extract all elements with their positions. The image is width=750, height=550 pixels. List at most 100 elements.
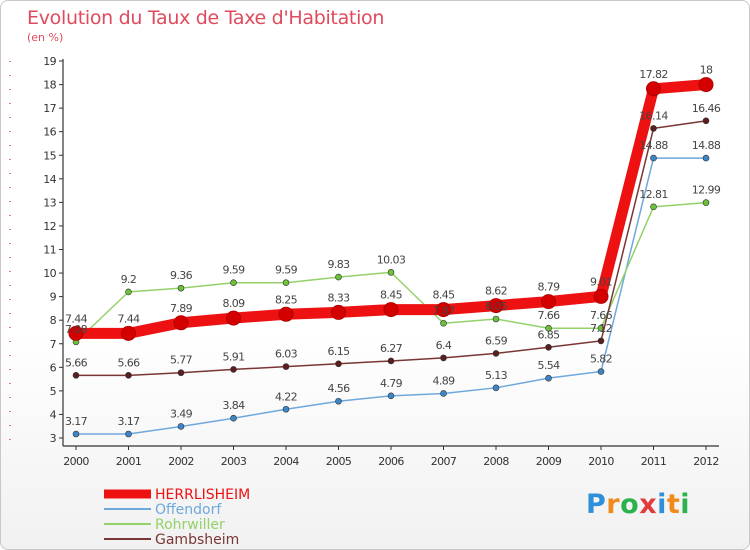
chart-title: Evolution du Taux de Taxe d'Habitation bbox=[27, 7, 385, 29]
data-point-herrlisheim bbox=[68, 325, 84, 341]
data-point-rohrwiller bbox=[282, 279, 290, 287]
data-point-gambsheim bbox=[492, 350, 500, 357]
data-label-herrlisheim: 8.33 bbox=[327, 291, 350, 304]
data-point-herrlisheim bbox=[383, 302, 399, 318]
data-label-gambsheim: 16.14 bbox=[639, 109, 668, 122]
data-label-herrlisheim: 8.45 bbox=[380, 289, 403, 302]
y-tick-label: 13 bbox=[43, 196, 56, 209]
data-label-offendorf: 4.89 bbox=[432, 374, 455, 387]
data-label-herrlisheim: 7.44 bbox=[65, 312, 88, 325]
data-label-rohrwiller: 9.36 bbox=[170, 269, 193, 282]
data-point-offendorf bbox=[440, 390, 447, 397]
data-point-rohrwiller bbox=[650, 203, 657, 211]
x-tick-label: 2003 bbox=[221, 455, 247, 468]
data-point-rohrwiller bbox=[545, 324, 552, 332]
data-point-offendorf bbox=[125, 430, 132, 438]
data-point-gambsheim bbox=[230, 366, 237, 373]
data-label-gambsheim: 7.12 bbox=[590, 322, 612, 335]
data-label-rohrwiller: 9.59 bbox=[222, 264, 245, 277]
data-point-herrlisheim bbox=[278, 306, 294, 322]
x-tick-label: 2001 bbox=[116, 455, 142, 468]
logo-letter: t bbox=[666, 489, 681, 520]
data-label-gambsheim: 6.03 bbox=[275, 348, 298, 361]
data-point-gambsheim bbox=[282, 363, 290, 370]
x-tick-label: 2004 bbox=[273, 455, 299, 468]
data-point-gambsheim bbox=[545, 343, 552, 351]
data-label-offendorf: 4.22 bbox=[275, 390, 297, 403]
data-label-offendorf: 5.54 bbox=[537, 359, 560, 372]
data-label-herrlisheim: 8.62 bbox=[485, 285, 507, 298]
data-label-gambsheim: 5.66 bbox=[65, 356, 88, 369]
data-label-gambsheim: 6.15 bbox=[327, 345, 350, 358]
data-point-gambsheim bbox=[650, 125, 657, 132]
data-point-gambsheim bbox=[387, 357, 395, 365]
data-label-offendorf: 3.49 bbox=[170, 407, 193, 420]
data-point-rohrwiller bbox=[492, 315, 500, 323]
y-tick-label: 11 bbox=[43, 244, 56, 257]
data-point-herrlisheim bbox=[593, 288, 609, 304]
y-tick-label: 12 bbox=[43, 220, 56, 233]
y-tick-label: 17 bbox=[43, 102, 56, 115]
y-tick-label: 15 bbox=[43, 149, 56, 162]
logo-letter: i bbox=[657, 489, 667, 520]
data-label-gambsheim: 5.77 bbox=[170, 354, 193, 367]
data-point-offendorf bbox=[177, 423, 185, 430]
x-tick-label: 2012 bbox=[693, 455, 719, 468]
data-point-rohrwiller bbox=[230, 279, 237, 287]
data-point-gambsheim bbox=[125, 372, 132, 379]
y-tick-label: 3 bbox=[50, 432, 57, 445]
data-label-gambsheim: 6.59 bbox=[485, 334, 508, 347]
data-label-gambsheim: 5.91 bbox=[222, 350, 244, 363]
x-tick-label: 2011 bbox=[641, 455, 667, 468]
data-point-gambsheim bbox=[335, 360, 342, 368]
y-tick-label: 4 bbox=[50, 408, 57, 421]
data-label-offendorf: 3.17 bbox=[117, 415, 140, 428]
proxiti-logo: Proxiti bbox=[586, 489, 690, 520]
data-label-gambsheim: 6.27 bbox=[380, 342, 403, 355]
legend-label-offendorf: Offendorf bbox=[155, 502, 222, 518]
data-point-offendorf bbox=[72, 430, 80, 438]
y-tick-label: 10 bbox=[43, 267, 56, 280]
data-label-rohrwiller: 7.66 bbox=[590, 309, 613, 322]
data-point-offendorf bbox=[282, 405, 290, 413]
data-label-gambsheim: 6.85 bbox=[537, 328, 560, 341]
data-point-rohrwiller bbox=[125, 288, 132, 296]
y-tick-label: 16 bbox=[43, 126, 56, 139]
data-point-rohrwiller bbox=[387, 269, 395, 276]
legend-label-rohrwiller: Rohrwiller bbox=[155, 517, 225, 533]
data-label-offendorf: 5.13 bbox=[485, 369, 508, 382]
logo-letter: x bbox=[639, 489, 658, 520]
data-label-offendorf: 4.79 bbox=[380, 377, 403, 390]
data-point-herrlisheim bbox=[173, 315, 189, 331]
data-point-rohrwiller bbox=[440, 319, 447, 327]
data-label-rohrwiller: 10.03 bbox=[377, 253, 406, 266]
y-tick-label: 18 bbox=[43, 79, 56, 92]
data-point-rohrwiller bbox=[335, 273, 342, 281]
logo-letter: i bbox=[680, 489, 691, 520]
data-point-gambsheim bbox=[177, 369, 185, 377]
data-label-rohrwiller: 9.83 bbox=[327, 258, 350, 271]
data-point-herrlisheim bbox=[698, 77, 714, 93]
x-tick-label: 2000 bbox=[63, 455, 89, 468]
x-tick-label: 2009 bbox=[536, 455, 562, 468]
legend-label-gambsheim: Gambsheim bbox=[155, 532, 239, 548]
data-label-offendorf: 5.82 bbox=[590, 353, 612, 366]
data-label-rohrwiller: 8.05 bbox=[485, 300, 508, 313]
x-tick-label: 2006 bbox=[378, 455, 404, 468]
data-point-offendorf bbox=[597, 368, 605, 375]
data-point-rohrwiller bbox=[702, 199, 710, 206]
data-label-herrlisheim: 8.09 bbox=[222, 297, 245, 310]
data-point-herrlisheim bbox=[226, 310, 241, 326]
data-label-rohrwiller: 7.08 bbox=[65, 323, 88, 336]
data-point-offendorf bbox=[702, 154, 710, 162]
data-point-gambsheim bbox=[440, 354, 447, 362]
data-point-gambsheim bbox=[597, 337, 605, 345]
x-tick-label: 2005 bbox=[326, 455, 352, 468]
data-point-offendorf bbox=[230, 414, 237, 422]
data-label-gambsheim: 6.4 bbox=[436, 339, 452, 352]
logo-letter: P bbox=[586, 489, 607, 520]
data-point-gambsheim bbox=[72, 372, 80, 379]
data-label-offendorf: 14.88 bbox=[639, 139, 668, 152]
data-point-offendorf bbox=[335, 397, 342, 405]
